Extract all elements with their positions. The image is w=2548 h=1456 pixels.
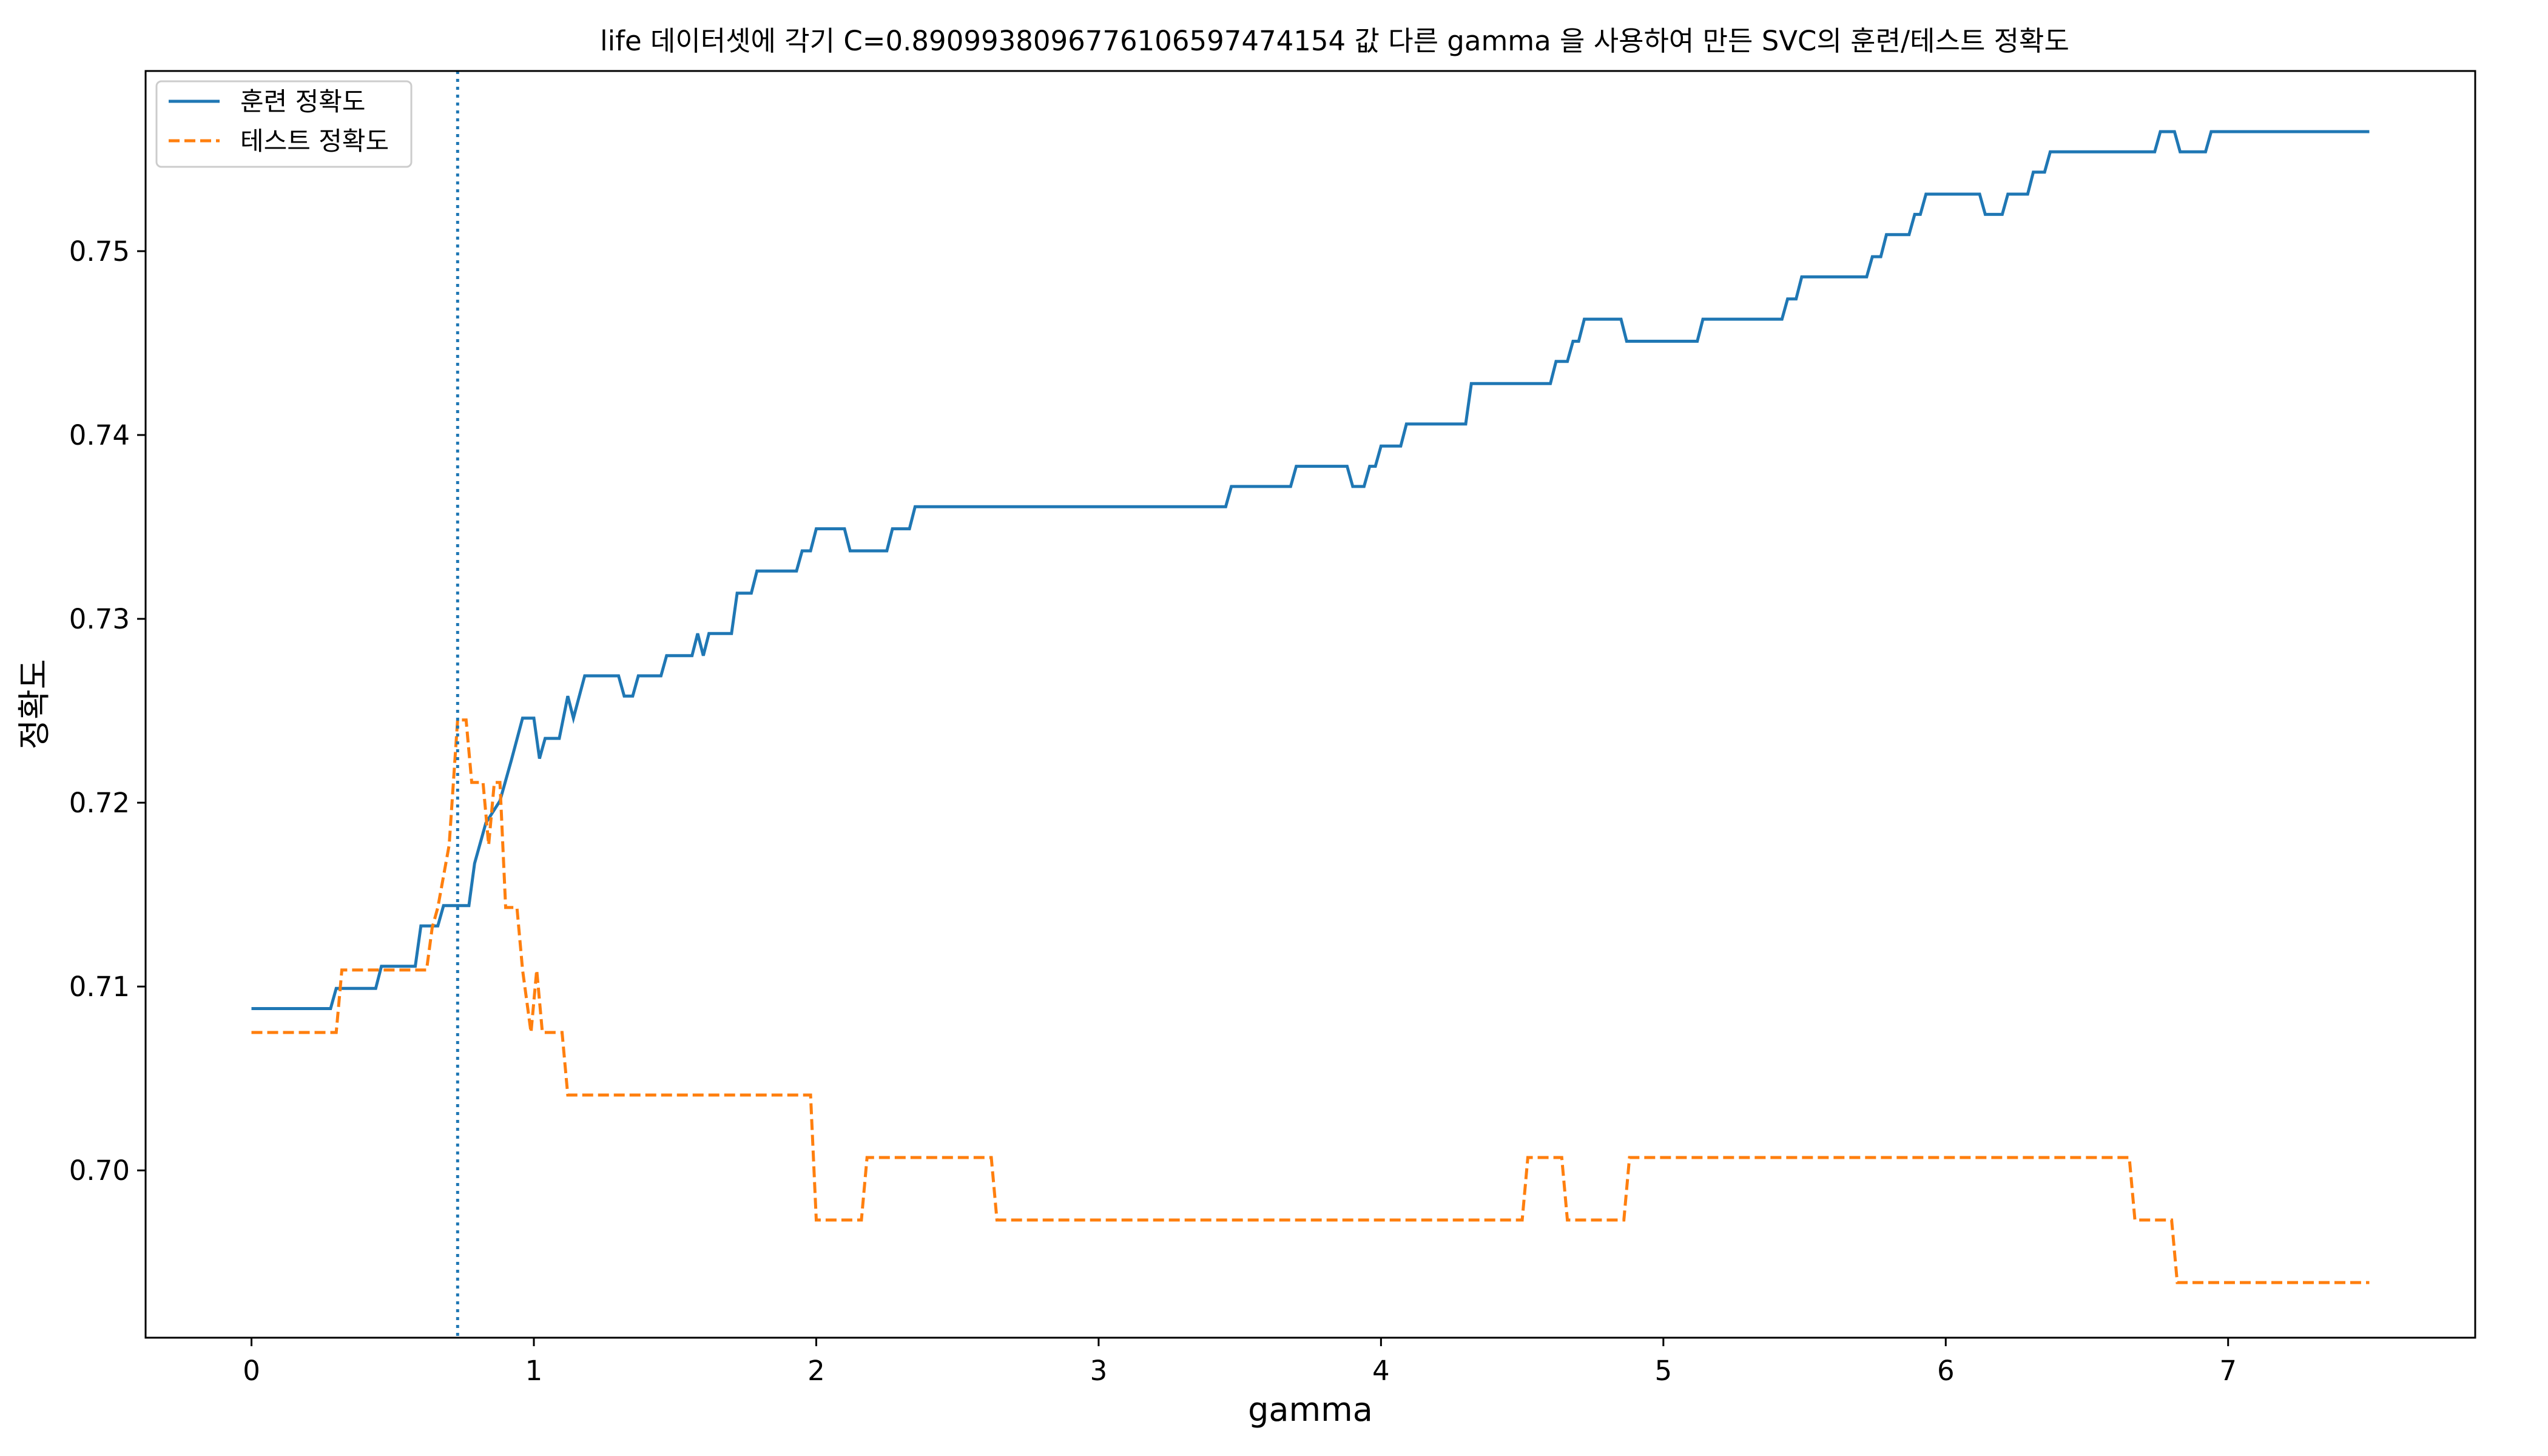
x-tick-label: 0 <box>243 1355 260 1387</box>
y-tick-label: 0.75 <box>69 235 130 268</box>
y-tick-label: 0.74 <box>69 419 130 451</box>
legend-box <box>155 80 413 168</box>
legend-label-test: 테스트 정확도 <box>240 126 389 156</box>
x-axis-label: gamma <box>1248 1390 1373 1429</box>
y-tick-label: 0.70 <box>69 1154 130 1187</box>
x-tick-label: 5 <box>1654 1355 1672 1387</box>
x-tick-label: 4 <box>1372 1355 1390 1387</box>
legend: 훈련 정확도 테스트 정확도 <box>155 80 413 168</box>
x-tick-label: 2 <box>807 1355 825 1387</box>
x-tick-label: 7 <box>2219 1355 2237 1387</box>
y-tick-label: 0.72 <box>69 787 130 819</box>
series-line-train <box>251 130 2370 1010</box>
x-tick-label: 6 <box>1937 1355 1955 1387</box>
y-tick-label: 0.71 <box>69 971 130 1003</box>
plot-frame <box>144 70 2476 1339</box>
y-axis-label: 정확도 <box>15 659 53 749</box>
series-layer <box>251 71 2370 1338</box>
x-tick-label: 3 <box>1090 1355 1108 1387</box>
axis-ticks: 0 1 2 3 4 5 6 7 0.70 0.71 0.72 0.73 0.74 0.75 <box>69 235 2237 1387</box>
y-tick-label: 0.73 <box>69 603 130 635</box>
legend-label-train: 훈련 정확도 <box>240 87 366 116</box>
x-tick-label: 1 <box>525 1355 543 1387</box>
chart-title: life 데이터셋에 각기 C=0.8909938096776106597474… <box>600 25 2069 57</box>
series-line-test <box>251 718 2370 1284</box>
